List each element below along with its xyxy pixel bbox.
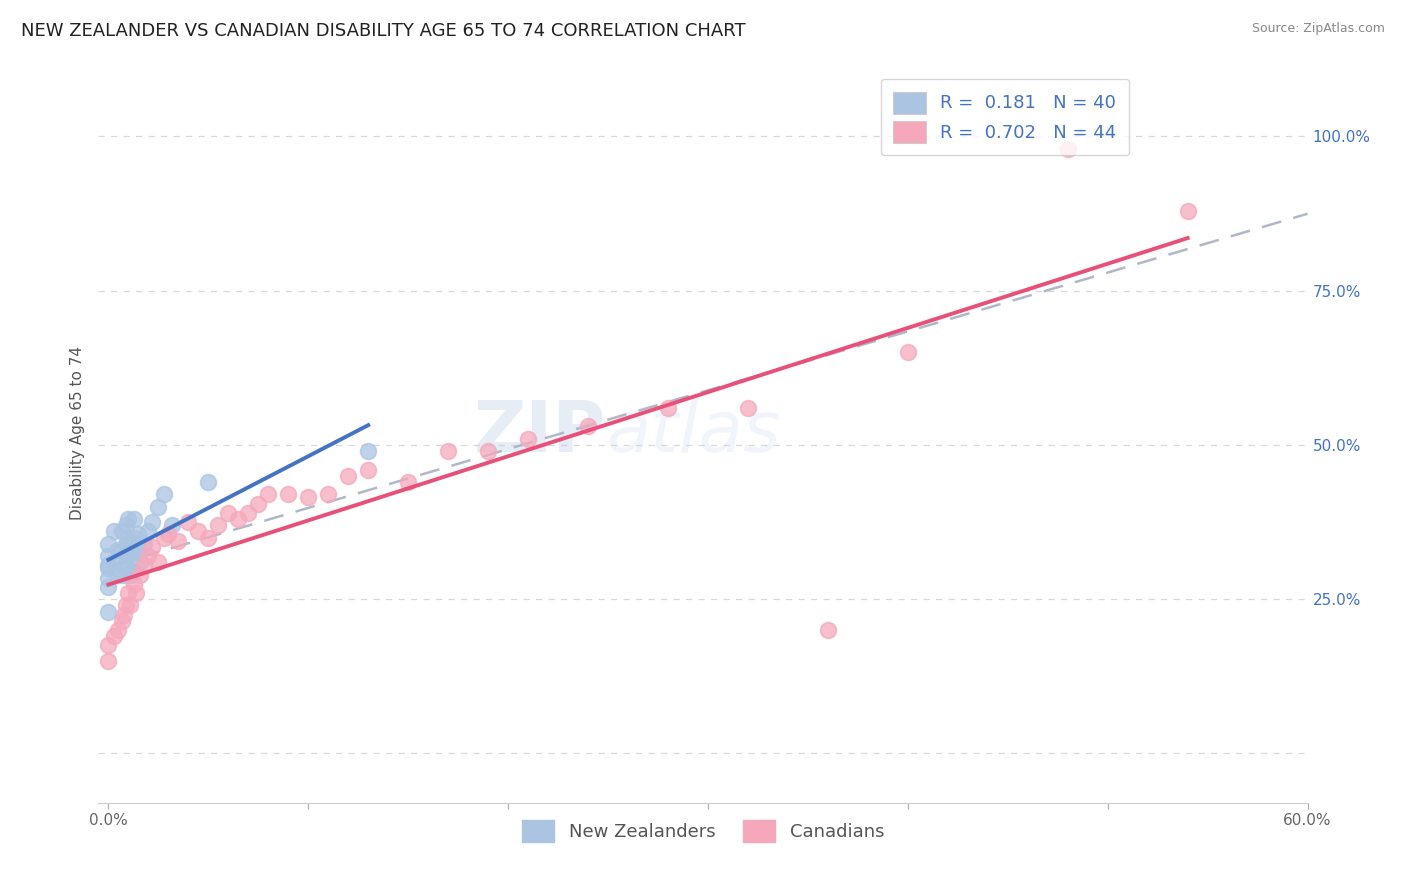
Point [217, 506, 239, 520]
Point [107, 567, 129, 582]
Point [115, 518, 138, 533]
Point [148, 555, 170, 569]
Point [111, 524, 134, 539]
Point [129, 555, 152, 569]
Point [897, 345, 920, 359]
Point [157, 527, 180, 541]
Point [117, 561, 139, 575]
Point [167, 533, 190, 548]
Point [97, 549, 120, 563]
Point [121, 536, 143, 550]
Point [1177, 203, 1199, 218]
Point [117, 586, 139, 600]
Point [477, 444, 499, 458]
Point [737, 401, 759, 415]
Point [112, 607, 135, 622]
Point [107, 623, 129, 637]
Text: ZIP: ZIP [474, 398, 606, 467]
Legend: New Zealanders, Canadians: New Zealanders, Canadians [515, 813, 891, 849]
Point [115, 536, 138, 550]
Point [97, 605, 120, 619]
Point [103, 555, 125, 569]
Point [125, 536, 148, 550]
Text: NEW ZEALANDER VS CANADIAN DISABILITY AGE 65 TO 74 CORRELATION CHART: NEW ZEALANDER VS CANADIAN DISABILITY AGE… [21, 22, 745, 40]
Point [97, 561, 120, 575]
Point [576, 419, 599, 434]
Point [97, 654, 120, 668]
Point [1056, 142, 1078, 156]
Point [97, 558, 120, 573]
Point [337, 468, 360, 483]
Point [134, 558, 156, 573]
Point [115, 599, 138, 613]
Point [97, 571, 120, 585]
Point [153, 531, 176, 545]
Point [197, 475, 219, 489]
Point [97, 580, 120, 594]
Point [112, 558, 135, 573]
Point [103, 629, 125, 643]
Point [207, 518, 229, 533]
Point [97, 639, 120, 653]
Point [187, 524, 209, 539]
Point [197, 531, 219, 545]
Point [277, 487, 299, 501]
Point [124, 531, 146, 545]
Y-axis label: Disability Age 65 to 74: Disability Age 65 to 74 [70, 345, 86, 520]
Text: Source: ZipAtlas.com: Source: ZipAtlas.com [1251, 22, 1385, 36]
Point [111, 542, 134, 557]
Point [162, 518, 184, 533]
Point [138, 524, 160, 539]
Point [103, 524, 125, 539]
Point [228, 512, 250, 526]
Point [120, 567, 142, 582]
Point [148, 500, 170, 514]
Point [120, 599, 142, 613]
Point [657, 401, 679, 415]
Point [247, 497, 270, 511]
Point [817, 623, 839, 637]
Point [257, 487, 280, 501]
Point [129, 567, 152, 582]
Point [138, 549, 160, 563]
Point [125, 586, 148, 600]
Point [316, 487, 339, 501]
Point [124, 512, 146, 526]
Point [437, 444, 460, 458]
Point [141, 540, 163, 554]
Point [141, 515, 163, 529]
Point [117, 549, 139, 563]
Point [357, 462, 380, 476]
Point [120, 546, 142, 560]
Point [97, 536, 120, 550]
Point [127, 527, 149, 541]
Point [117, 512, 139, 526]
Point [107, 542, 129, 557]
Point [117, 531, 139, 545]
Point [357, 444, 380, 458]
Point [517, 432, 540, 446]
Point [238, 506, 260, 520]
Point [153, 487, 176, 501]
Point [124, 576, 146, 591]
Point [396, 475, 419, 489]
Point [134, 536, 156, 550]
Point [112, 567, 135, 582]
Point [111, 614, 134, 628]
Point [121, 565, 143, 579]
Point [177, 515, 200, 529]
Point [124, 542, 146, 557]
Point [127, 546, 149, 560]
Text: atlas: atlas [606, 398, 780, 467]
Point [297, 491, 319, 505]
